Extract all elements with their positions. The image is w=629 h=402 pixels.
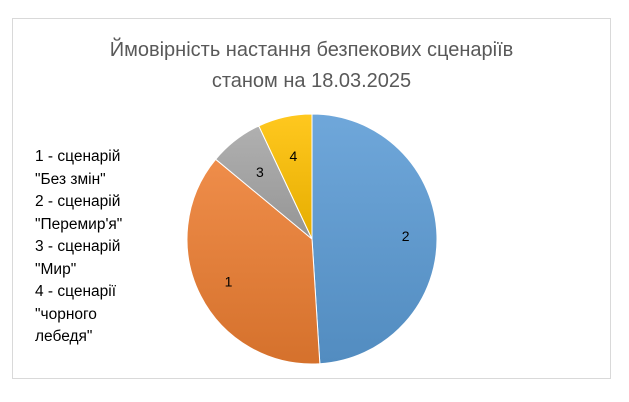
- pie-slice-2: [311, 113, 438, 365]
- slice-label-3: 3: [256, 164, 264, 180]
- pie-slice-1: [186, 158, 321, 365]
- chart-title-line-2: станом на 18.03.2025: [211, 70, 412, 92]
- legend-line: 2 - сценарій: [35, 193, 121, 210]
- legend-line: "Перемир'я": [35, 215, 123, 233]
- legend-line: 4 - сценарії: [35, 283, 117, 300]
- legend-line: "Мир": [35, 260, 77, 278]
- pie-slice-4: [258, 113, 313, 240]
- chart-title: Ймовірність настання безпекових сценарії…: [13, 35, 610, 97]
- legend-line: "Без змін": [35, 170, 106, 188]
- slice-label-4: 4: [290, 148, 298, 164]
- chart-title-line-1: Ймовірність настання безпекових сценарії…: [109, 39, 514, 61]
- legend-line: 3 - сценарій: [35, 238, 121, 255]
- chart-area: Ймовірність настання безпекових сценарії…: [12, 18, 611, 379]
- pie-chart: 2 1 3 4: [186, 113, 438, 365]
- slice-label-1: 1: [225, 274, 233, 290]
- legend-line: "чорного: [35, 305, 97, 323]
- slice-label-2: 2: [402, 228, 410, 244]
- legend-line: 1 - сценарій: [35, 148, 121, 165]
- legend-line: лебедя": [35, 328, 93, 345]
- legend-text-box: 1 - сценарій "Без змін" 2 - сценарій "Пе…: [35, 146, 160, 349]
